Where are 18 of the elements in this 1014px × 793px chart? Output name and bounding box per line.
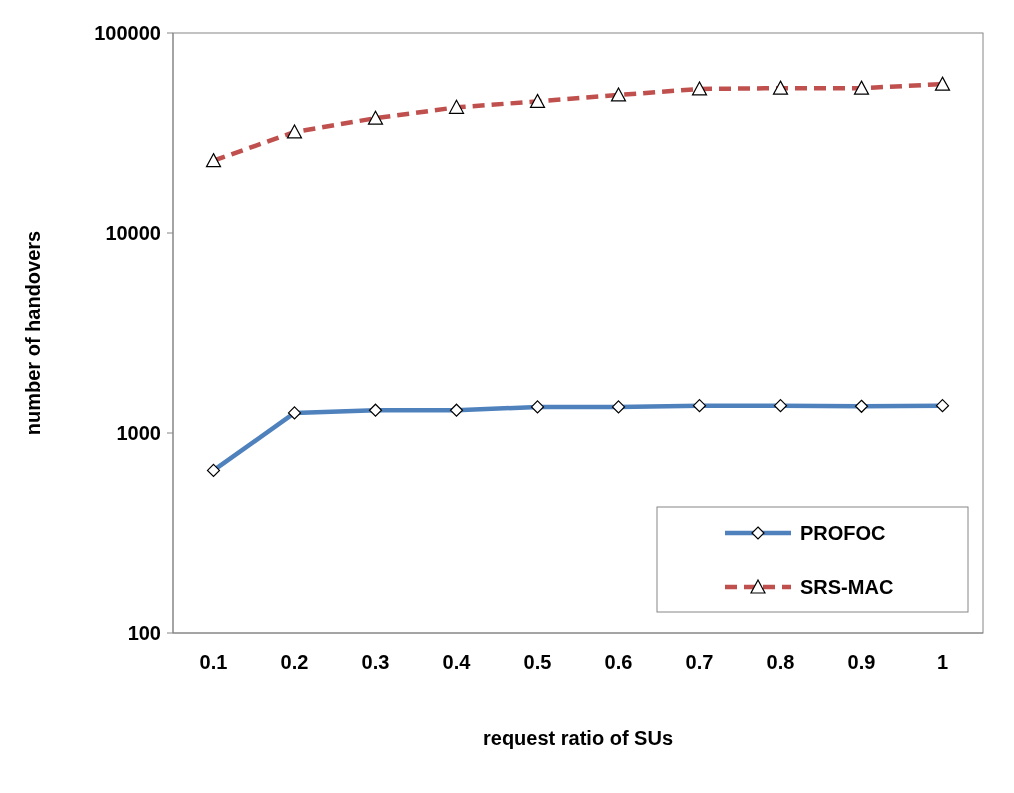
y-tick-label: 10000 [105, 222, 161, 244]
x-tick-label: 0.7 [685, 651, 714, 673]
x-tick-label: 0.6 [604, 651, 633, 673]
x-tick-label: 0.1 [199, 651, 228, 673]
y-tick-label: 1000 [116, 422, 161, 444]
legend-label: SRS-MAC [800, 576, 894, 598]
x-tick-label: 0.8 [766, 651, 795, 673]
x-axis-title: request ratio of SUs [482, 727, 674, 749]
y-tick-label: 100000 [94, 22, 161, 44]
legend-label: PROFOC [800, 522, 886, 544]
x-tick-label: 0.5 [523, 651, 552, 673]
x-tick-label: 0.4 [442, 651, 472, 673]
x-tick-label: 0.2 [280, 651, 309, 673]
x-tick-label: 0.9 [847, 651, 876, 673]
y-axis-title: number of handovers [22, 230, 44, 436]
x-tick-label: 1 [936, 651, 949, 673]
y-tick-label: 100 [127, 622, 161, 644]
x-tick-label: 0.3 [361, 651, 390, 673]
